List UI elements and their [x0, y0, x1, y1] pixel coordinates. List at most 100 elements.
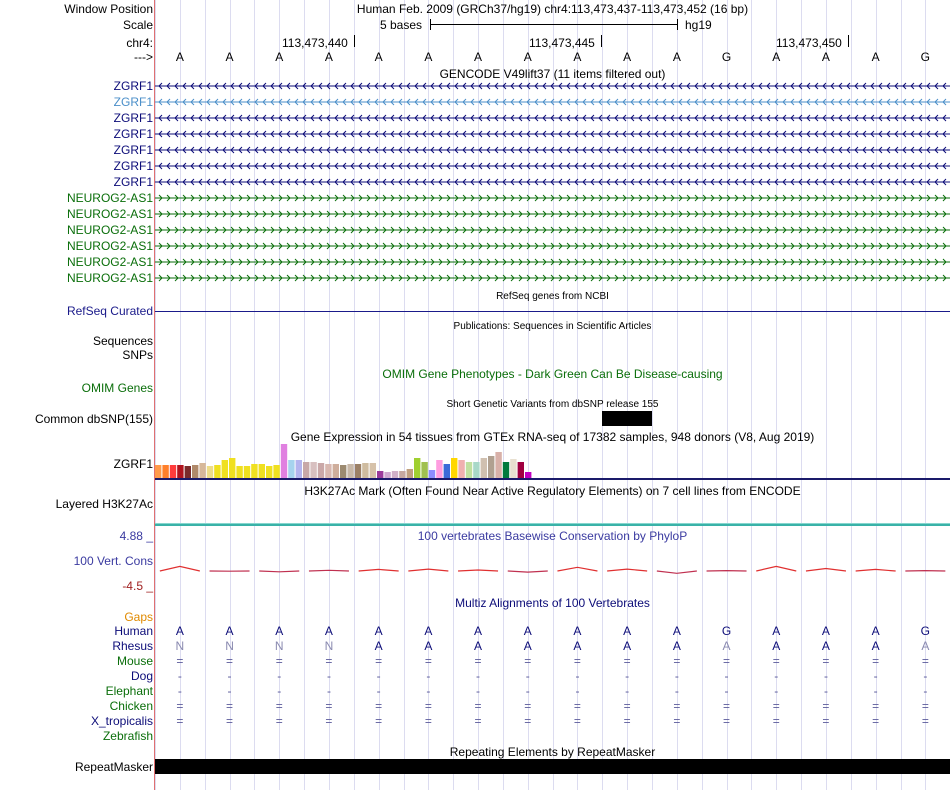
- gtex-tissue-bar[interactable]: [177, 465, 184, 478]
- gaps-track-label[interactable]: Gaps: [124, 610, 153, 624]
- conservation-base-score[interactable]: [507, 570, 548, 573]
- gencode-item-label[interactable]: ZGRF1: [113, 159, 153, 173]
- conservation-base-score[interactable]: [259, 570, 300, 573]
- conservation-base-score[interactable]: [656, 570, 697, 574]
- gtex-tissue-bar[interactable]: [525, 472, 532, 478]
- gtex-tissue-bar[interactable]: [266, 466, 273, 478]
- gencode-item-label[interactable]: NEUROG2-AS1: [66, 239, 153, 253]
- gtex-tissue-bar[interactable]: [332, 464, 339, 478]
- gtex-tissue-bar[interactable]: [465, 462, 473, 478]
- gtex-tissue-bar[interactable]: [510, 459, 517, 478]
- gencode-transcript-line[interactable]: [155, 128, 950, 140]
- gencode-transcript-line[interactable]: [155, 80, 950, 92]
- gtex-tissue-bar[interactable]: [340, 465, 347, 478]
- gtex-tissue-bar[interactable]: [414, 458, 421, 478]
- h3k27ac-track-label[interactable]: Layered H3K27Ac: [55, 497, 153, 511]
- gtex-track-label[interactable]: ZGRF1: [113, 457, 153, 471]
- gtex-tissue-bar[interactable]: [169, 465, 177, 478]
- gtex-tissue-bar[interactable]: [288, 460, 295, 478]
- gtex-tissue-bar[interactable]: [480, 458, 487, 478]
- gencode-transcript-line[interactable]: [155, 192, 950, 204]
- gtex-tissue-bar[interactable]: [421, 462, 428, 478]
- gencode-item-label[interactable]: NEUROG2-AS1: [66, 271, 153, 285]
- dbsnp-track-label[interactable]: Common dbSNP(155): [34, 412, 153, 426]
- gtex-tissue-bar[interactable]: [391, 471, 399, 478]
- refseq-track-title[interactable]: RefSeq genes from NCBI: [496, 291, 609, 302]
- multiz-species-label[interactable]: Chicken: [109, 699, 153, 713]
- conservation-base-score[interactable]: [756, 565, 797, 572]
- conservation-base-score[interactable]: [308, 569, 349, 572]
- gtex-tissue-bar[interactable]: [221, 460, 228, 478]
- gtex-tissue-bar[interactable]: [451, 458, 458, 478]
- gencode-transcript-line[interactable]: [155, 160, 950, 172]
- conservation-base-score[interactable]: [607, 568, 648, 572]
- gtex-tissue-bar[interactable]: [251, 464, 258, 478]
- gtex-tissue-bar[interactable]: [206, 466, 214, 478]
- gtex-tissue-bar[interactable]: [199, 463, 206, 478]
- conservation-track-label[interactable]: 100 Vert. Cons: [73, 554, 153, 568]
- gtex-tissue-bar[interactable]: [325, 464, 332, 478]
- refseq-track-label[interactable]: RefSeq Curated: [66, 304, 153, 318]
- gtex-tissue-bar[interactable]: [428, 470, 436, 478]
- gtex-tissue-bar[interactable]: [502, 462, 510, 478]
- gtex-tissue-bar[interactable]: [473, 462, 480, 478]
- gtex-tissue-bar[interactable]: [362, 463, 369, 478]
- conservation-base-score[interactable]: [557, 566, 598, 572]
- gencode-item-label[interactable]: ZGRF1: [113, 95, 153, 109]
- gtex-tissue-bar[interactable]: [436, 460, 443, 478]
- gtex-tissue-bar[interactable]: [495, 452, 502, 478]
- gencode-item-label[interactable]: NEUROG2-AS1: [66, 191, 153, 205]
- gencode-transcript-line[interactable]: [155, 96, 950, 108]
- gtex-tissue-bar[interactable]: [406, 469, 413, 478]
- gtex-tissue-bar[interactable]: [236, 466, 243, 478]
- gencode-item-label[interactable]: NEUROG2-AS1: [66, 255, 153, 269]
- multiz-species-label[interactable]: Dog: [130, 669, 153, 683]
- multiz-species-label[interactable]: X_tropicalis: [90, 714, 153, 728]
- gtex-tissue-bar[interactable]: [310, 462, 317, 478]
- gencode-item-label[interactable]: ZGRF1: [113, 143, 153, 157]
- publications-snps-label[interactable]: SNPs: [122, 348, 153, 362]
- repeatmasker-element-bar[interactable]: [155, 759, 950, 774]
- omim-track-title[interactable]: OMIM Gene Phenotypes - Dark Green Can Be…: [382, 367, 723, 381]
- gencode-transcript-line[interactable]: [155, 112, 950, 124]
- gencode-track-title[interactable]: GENCODE V49lift37 (11 items filtered out…: [439, 67, 666, 81]
- gencode-item-label[interactable]: NEUROG2-AS1: [66, 223, 153, 237]
- gencode-item-label[interactable]: NEUROG2-AS1: [66, 207, 153, 221]
- conservation-base-score[interactable]: [855, 568, 896, 572]
- conservation-track-title[interactable]: 100 vertebrates Basewise Conservation by…: [417, 529, 688, 543]
- gtex-tissue-bar[interactable]: [347, 464, 354, 478]
- publications-track-title[interactable]: Publications: Sequences in Scientific Ar…: [453, 321, 652, 332]
- gencode-transcript-line[interactable]: [155, 208, 950, 220]
- gtex-tissue-bar[interactable]: [192, 465, 199, 478]
- gtex-tissue-bar[interactable]: [280, 444, 288, 478]
- gtex-tissue-bar[interactable]: [303, 462, 310, 478]
- gtex-bar-chart[interactable]: [155, 443, 535, 478]
- gencode-transcript-line[interactable]: [155, 144, 950, 156]
- gencode-item-label[interactable]: ZGRF1: [113, 175, 153, 189]
- multiz-species-label[interactable]: Mouse: [116, 654, 153, 668]
- dbsnp-variant-block[interactable]: [602, 411, 652, 426]
- gencode-item-label[interactable]: ZGRF1: [113, 111, 153, 125]
- gtex-tissue-bar[interactable]: [443, 464, 450, 478]
- conservation-base-score[interactable]: [458, 569, 499, 572]
- gtex-tissue-bar[interactable]: [399, 471, 406, 478]
- gtex-tissue-bar[interactable]: [184, 466, 191, 478]
- publications-sequences-label[interactable]: Sequences: [92, 334, 153, 348]
- gtex-tissue-bar[interactable]: [214, 465, 221, 478]
- gtex-track-title[interactable]: Gene Expression in 54 tissues from GTEx …: [290, 430, 815, 444]
- gtex-tissue-bar[interactable]: [354, 464, 362, 478]
- gencode-transcript-line[interactable]: [155, 256, 950, 268]
- conservation-wiggle[interactable]: [155, 545, 950, 585]
- gtex-tissue-bar[interactable]: [273, 465, 280, 478]
- window-position-value[interactable]: Human Feb. 2009 (GRCh37/hg19) chr4:113,4…: [356, 2, 749, 16]
- h3k27ac-signal[interactable]: [155, 523, 950, 526]
- omim-track-label[interactable]: OMIM Genes: [81, 381, 153, 395]
- conservation-base-score[interactable]: [358, 568, 399, 572]
- multiz-species-label[interactable]: Human: [114, 624, 153, 638]
- gtex-tissue-bar[interactable]: [317, 463, 325, 478]
- gtex-tissue-bar[interactable]: [162, 465, 169, 478]
- gtex-tissue-bar[interactable]: [517, 462, 524, 478]
- refseq-track-line[interactable]: [155, 311, 950, 312]
- gtex-tissue-bar[interactable]: [243, 466, 251, 478]
- gtex-tissue-bar[interactable]: [229, 458, 236, 478]
